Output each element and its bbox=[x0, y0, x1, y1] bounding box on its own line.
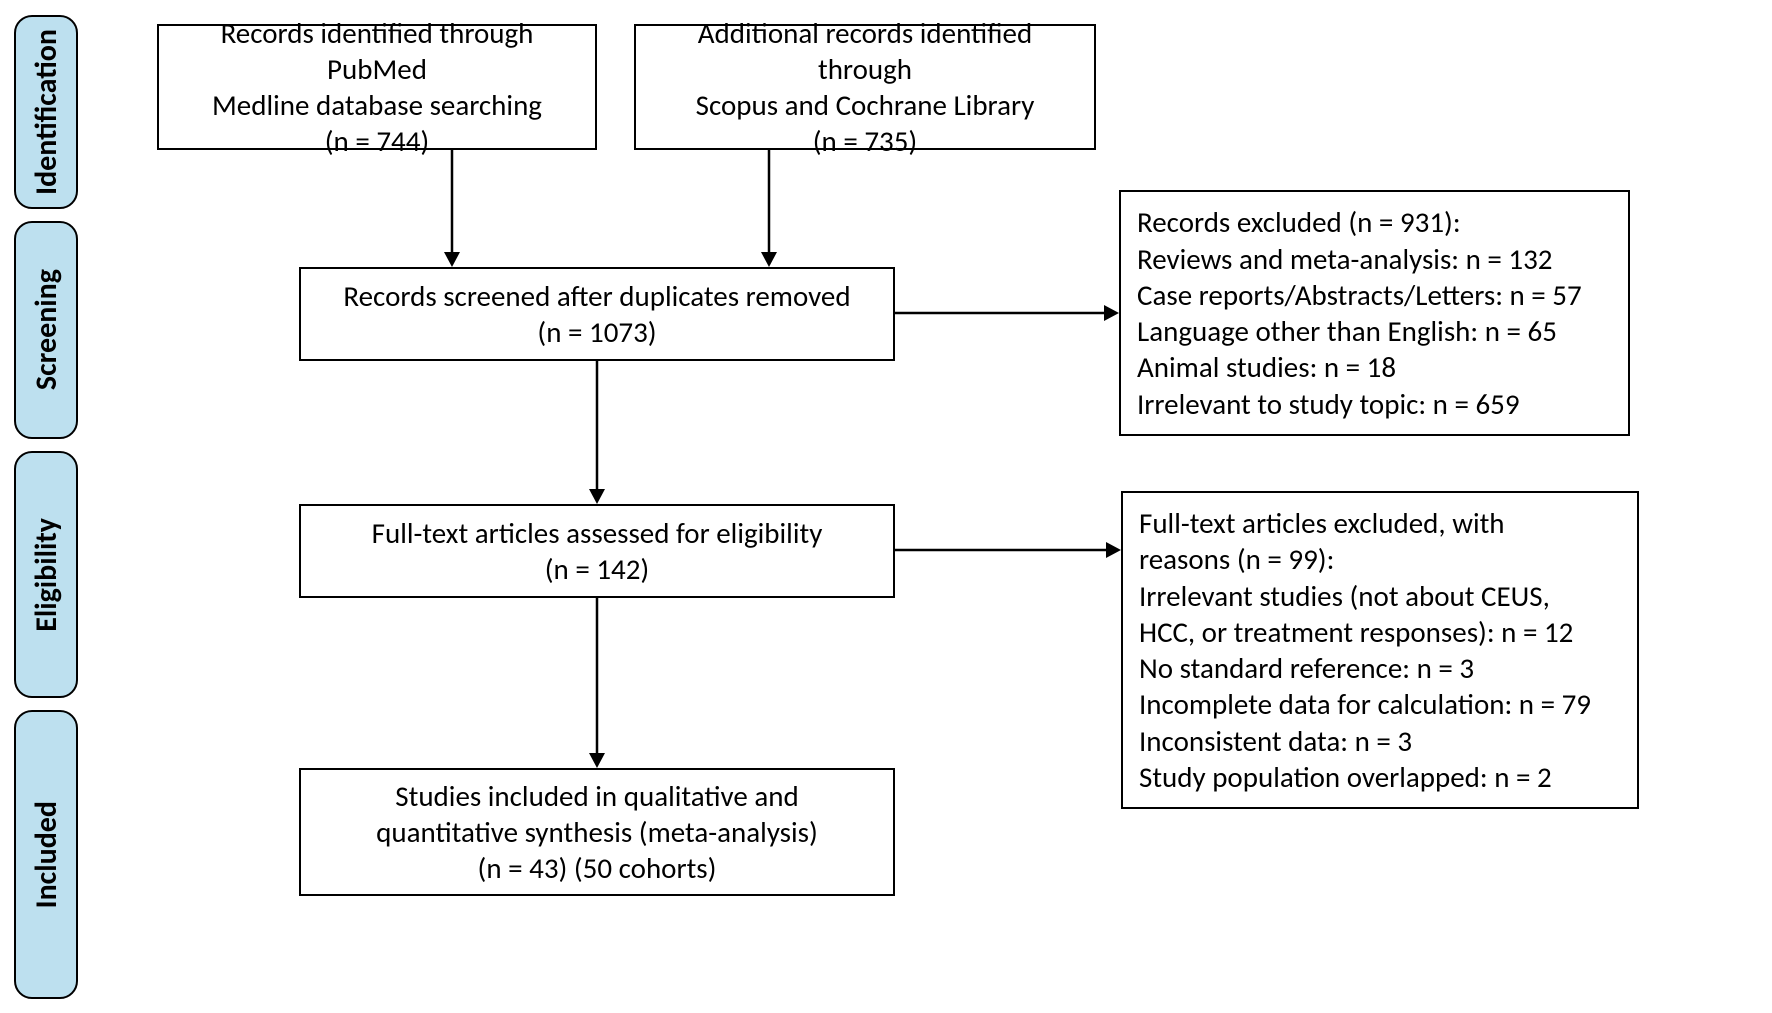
text-line: Records identified through PubMed bbox=[171, 15, 583, 88]
stage-identification-label: Identification bbox=[28, 29, 65, 195]
text-line: Incomplete data for calculation: n = 79 bbox=[1139, 686, 1591, 722]
text-line: (n = 744) bbox=[325, 123, 429, 159]
text-line: Full-text articles assessed for eligibil… bbox=[372, 515, 823, 551]
text-line: Case reports/Abstracts/Letters: n = 57 bbox=[1137, 277, 1582, 313]
text-line: Study population overlapped: n = 2 bbox=[1139, 759, 1552, 795]
box-records-screened: Records screened after duplicates remove… bbox=[299, 267, 895, 361]
stage-identification: Identification bbox=[14, 15, 78, 209]
box-records-pubmed: Records identified through PubMed Medlin… bbox=[157, 24, 597, 150]
box-records-excluded: Records excluded (n = 931): Reviews and … bbox=[1119, 190, 1630, 436]
text-line: Reviews and meta-analysis: n = 132 bbox=[1137, 241, 1553, 277]
text-line: No standard reference: n = 3 bbox=[1139, 650, 1474, 686]
text-line: Irrelevant to study topic: n = 659 bbox=[1137, 386, 1520, 422]
text-line: (n = 735) bbox=[813, 123, 917, 159]
text-line: (n = 1073) bbox=[537, 314, 656, 350]
stage-included-label: Included bbox=[28, 801, 65, 908]
text-line: Inconsistent data: n = 3 bbox=[1139, 723, 1412, 759]
text-line: Records screened after duplicates remove… bbox=[343, 278, 850, 314]
box-records-scopus: Additional records identified through Sc… bbox=[634, 24, 1096, 150]
text-line: Scopus and Cochrane Library bbox=[696, 87, 1035, 123]
text-line: reasons (n = 99): bbox=[1139, 541, 1334, 577]
text-line: Language other than English: n = 65 bbox=[1137, 313, 1557, 349]
stage-included: Included bbox=[14, 710, 78, 999]
text-line: (n = 142) bbox=[545, 551, 649, 587]
text-line: HCC, or treatment responses): n = 12 bbox=[1139, 614, 1573, 650]
text-line: Full-text articles excluded, with bbox=[1139, 505, 1505, 541]
stage-eligibility: Eligibility bbox=[14, 451, 78, 698]
box-studies-included: Studies included in qualitative and quan… bbox=[299, 768, 895, 896]
box-fulltext-assessed: Full-text articles assessed for eligibil… bbox=[299, 504, 895, 598]
box-fulltext-excluded: Full-text articles excluded, with reason… bbox=[1121, 491, 1639, 809]
text-line: quantitative synthesis (meta-analysis) bbox=[376, 814, 818, 850]
text-line: Medline database searching bbox=[212, 87, 542, 123]
text-line: (n = 43) (50 cohorts) bbox=[478, 850, 717, 886]
stage-eligibility-label: Eligibility bbox=[28, 518, 65, 632]
stage-screening: Screening bbox=[14, 221, 78, 439]
text-line: Studies included in qualitative and bbox=[395, 778, 798, 814]
text-line: Records excluded (n = 931): bbox=[1137, 204, 1461, 240]
text-line: Additional records identified through bbox=[648, 15, 1082, 88]
text-line: Irrelevant studies (not about CEUS, bbox=[1139, 578, 1550, 614]
stage-screening-label: Screening bbox=[28, 269, 65, 390]
text-line: Animal studies: n = 18 bbox=[1137, 349, 1396, 385]
